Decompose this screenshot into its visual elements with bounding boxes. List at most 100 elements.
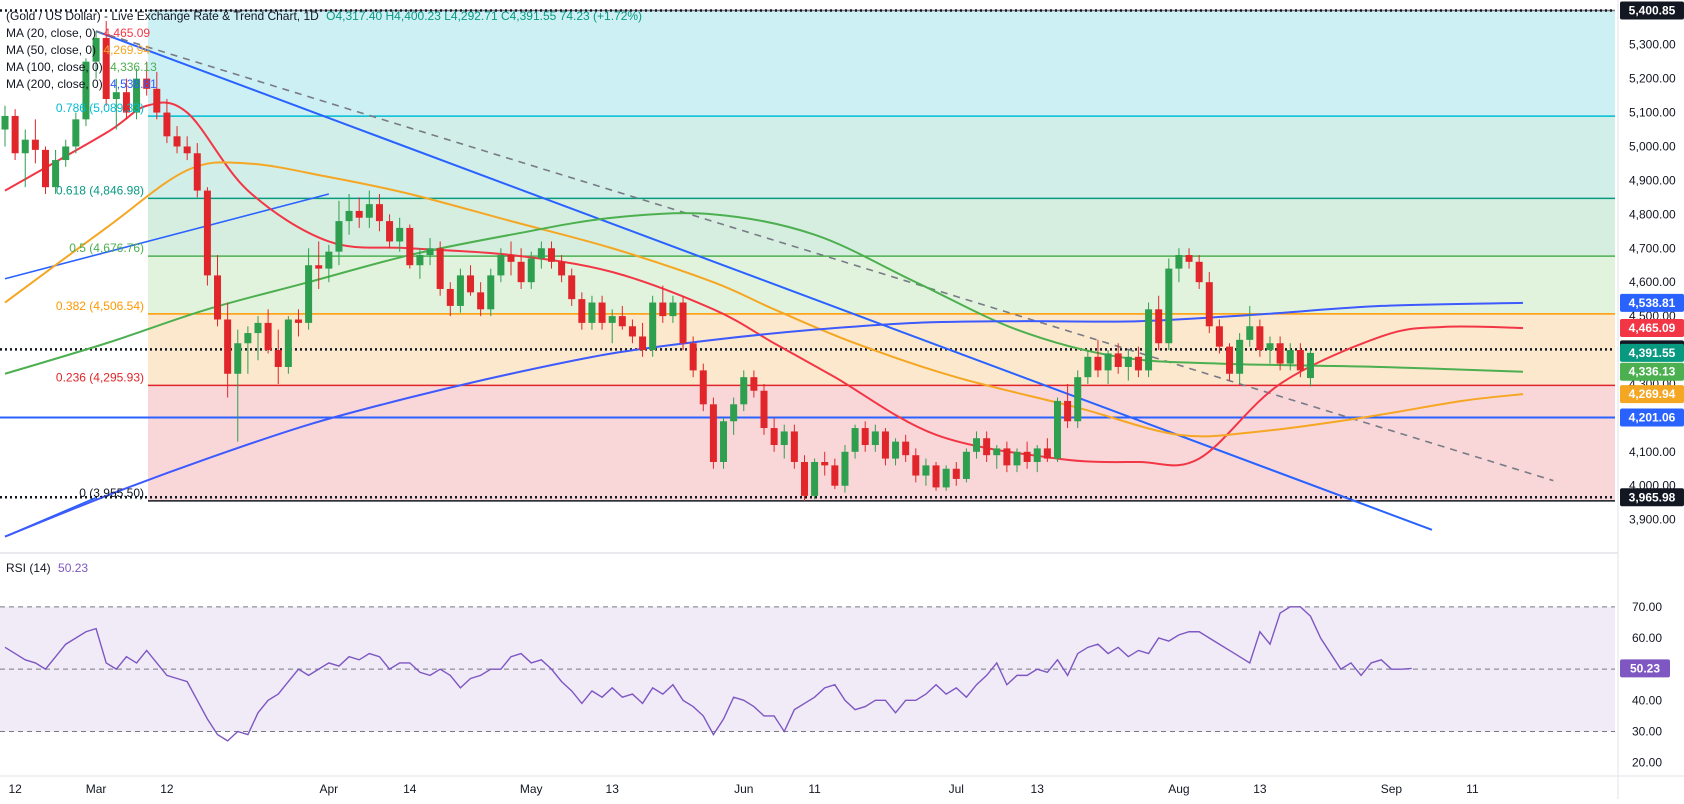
- candle-body: [881, 431, 889, 459]
- price-tick-label: 5,000.00: [1629, 139, 1676, 153]
- candle-body: [679, 302, 687, 344]
- candle-70: [709, 397, 717, 469]
- candle-94: [952, 461, 960, 486]
- price-tag: 4,465.09: [1620, 318, 1684, 337]
- time-tick-label: Jul: [949, 782, 964, 796]
- candle-body: [639, 336, 647, 351]
- candle-54: [547, 241, 555, 269]
- time-tick-label: 14: [403, 782, 417, 796]
- price-tag-bg: [1620, 385, 1684, 404]
- candle-93: [942, 465, 950, 491]
- candle-body: [203, 190, 211, 276]
- candles[interactable]: [1, 20, 1314, 501]
- candle-body: [52, 160, 60, 188]
- candle-36: [365, 190, 373, 228]
- candle-4: [41, 146, 49, 194]
- rsi-legend[interactable]: RSI (14) 50.23: [6, 561, 88, 575]
- candle-114: [1155, 295, 1163, 351]
- candle-body: [21, 139, 29, 154]
- candle-26: [264, 309, 272, 354]
- candle-body: [244, 333, 252, 344]
- candle-body: [1003, 448, 1011, 466]
- candle-39: [396, 217, 404, 252]
- time-tick-label: 13: [606, 782, 620, 796]
- candle-body: [254, 322, 262, 334]
- candle-body: [396, 227, 404, 242]
- candle-body: [365, 204, 373, 218]
- candle-body: [598, 302, 606, 323]
- candle-124: [1256, 319, 1264, 357]
- candle-body: [284, 319, 292, 367]
- candle-body: [1215, 326, 1223, 347]
- time-tick-label: 12: [8, 782, 22, 796]
- price-tag-bg: [1620, 343, 1684, 362]
- candle-body: [618, 316, 626, 327]
- candle-74: [750, 370, 758, 398]
- candle-8: [82, 58, 90, 127]
- candle-body: [355, 210, 363, 218]
- time-axis[interactable]: 12 Mar 12 Apr 14 May 13 Jun 11 Jul 13 Aug 13 Sep 11: [0, 775, 1684, 796]
- price-tag: 5,400.85: [1620, 1, 1684, 20]
- candle-body: [588, 302, 596, 323]
- candle-42: [426, 238, 434, 266]
- candle-25: [254, 316, 262, 361]
- candle-body: [214, 275, 222, 320]
- candle-body: [689, 343, 697, 371]
- candle-44: [446, 282, 454, 317]
- candle-body: [11, 115, 19, 154]
- fib-zone-0.618: [148, 116, 1615, 199]
- candle-113: [1145, 302, 1153, 378]
- candle-92: [932, 461, 940, 491]
- price-tag-label: 3,965.98: [1629, 490, 1676, 504]
- symbol-row[interactable]: (Gold / US Dollar) - Live Exchange Rate …: [6, 8, 642, 25]
- candle-58: [588, 295, 596, 330]
- candle-16: [163, 98, 171, 144]
- legend-ma100[interactable]: MA (100, close, 0) 4,336.13: [6, 59, 642, 76]
- candle-103: [1043, 438, 1051, 462]
- candle-125: [1266, 336, 1274, 364]
- candle-body: [952, 468, 960, 479]
- price-tag-label: 4,538.81: [1629, 296, 1676, 310]
- candle-body: [406, 227, 414, 266]
- price-tag-label: 4,201.06: [1629, 411, 1676, 425]
- candle-body: [669, 302, 677, 317]
- candle-body: [912, 455, 920, 476]
- rsi-tick-label: 40.00: [1632, 693, 1662, 707]
- candle-115: [1165, 258, 1173, 351]
- price-tag: 3,965.98: [1620, 488, 1684, 507]
- candle-27: [274, 329, 282, 384]
- candle-body: [1276, 343, 1284, 364]
- candle-55: [558, 255, 566, 283]
- candle-body: [102, 37, 110, 99]
- candle-51: [517, 248, 525, 289]
- candle-1: [11, 109, 19, 161]
- candle-body: [780, 431, 788, 446]
- legend-ma20[interactable]: MA (20, close, 0) 4,465.09: [6, 25, 642, 42]
- candle-116: [1175, 248, 1183, 283]
- candle-101: [1023, 441, 1031, 469]
- legend-ma50[interactable]: MA (50, close, 0) 4,269.94: [6, 42, 642, 59]
- candle-body: [426, 248, 434, 256]
- candle-121: [1226, 343, 1234, 381]
- ma50-value: 4,269.94: [103, 43, 151, 57]
- candle-body: [1084, 356, 1092, 378]
- candle-body: [922, 465, 930, 476]
- candle-body: [153, 88, 161, 113]
- candle-71: [720, 417, 728, 469]
- candle-53: [537, 241, 545, 269]
- candle-31: [315, 241, 323, 289]
- candle-body: [335, 221, 343, 252]
- candle-59: [598, 295, 606, 330]
- legend-ma200[interactable]: MA (200, close, 0) 4,538.81: [6, 76, 642, 93]
- candle-body: [1013, 451, 1021, 466]
- candle-body: [234, 343, 242, 374]
- price-tick-label: 4,100.00: [1629, 445, 1676, 459]
- fib-level-labels: 0 (3,955.50) 0.236 (4,295.93) 0.382 (4,506…: [56, 101, 144, 500]
- candle-body: [1064, 400, 1072, 422]
- price-tag-label: 5,400.85: [1629, 3, 1676, 17]
- candle-47: [477, 282, 485, 317]
- price-tag: 4,538.81: [1620, 293, 1684, 312]
- candle-body: [62, 146, 70, 161]
- candle-body: [416, 255, 424, 266]
